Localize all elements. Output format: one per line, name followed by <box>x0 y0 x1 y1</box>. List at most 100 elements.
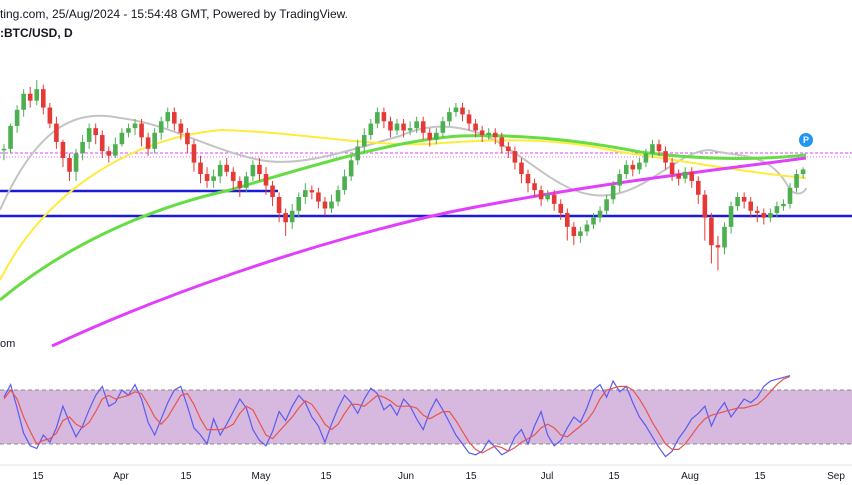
candle-body <box>722 226 727 248</box>
candle-body <box>388 121 393 131</box>
candle-body <box>460 107 465 115</box>
candle-body <box>643 153 649 163</box>
x-tick-label: May <box>252 471 271 482</box>
candle-body <box>322 201 328 209</box>
candle-body <box>682 171 688 179</box>
candle-body <box>525 174 531 184</box>
candle-body <box>178 123 184 133</box>
candle-body <box>283 213 288 223</box>
candle-body <box>211 176 216 181</box>
candle-body <box>748 201 753 211</box>
price-pane <box>0 80 852 348</box>
x-tick-label: Jul <box>541 471 554 482</box>
candle-body <box>217 164 223 177</box>
candle-body <box>335 190 341 202</box>
candle-body <box>237 180 243 188</box>
candle-body <box>126 128 131 133</box>
candle-body <box>715 245 721 248</box>
watermark-fragment: om <box>0 338 16 350</box>
candle-body <box>761 213 767 218</box>
candle-body <box>73 153 79 172</box>
x-tick-label: 15 <box>465 471 477 482</box>
candle-body <box>781 203 786 207</box>
candle-body <box>407 128 413 131</box>
candle-body <box>8 125 13 149</box>
candle-body <box>368 123 374 136</box>
candle-body <box>800 169 806 175</box>
candle-body <box>506 146 511 152</box>
candle-body <box>656 144 662 152</box>
oscillator-line-k <box>3 375 791 458</box>
candle-body <box>735 197 740 207</box>
candle-body <box>610 185 616 200</box>
candle-body <box>591 217 596 225</box>
candle-body <box>519 162 524 175</box>
x-tick-label: 15 <box>608 471 620 482</box>
candle-body <box>342 176 347 191</box>
candle-body <box>728 206 734 227</box>
x-tick-label: 15 <box>32 471 44 482</box>
candle-body <box>689 171 695 181</box>
candle-body <box>47 107 53 124</box>
candle-body <box>14 109 20 126</box>
x-tick-label: Apr <box>113 471 129 482</box>
candle-body <box>54 123 59 142</box>
candle-body <box>696 180 701 195</box>
candle-body <box>578 231 583 236</box>
candle-body <box>257 164 262 175</box>
candle-body <box>303 190 308 197</box>
candle-body <box>329 201 334 209</box>
candle-body <box>348 160 354 177</box>
x-tick-label: Aug <box>681 471 699 482</box>
x-tick-label: 15 <box>180 471 192 482</box>
candle-body <box>316 192 321 202</box>
candle-body <box>93 128 98 136</box>
candle-body <box>191 144 197 163</box>
candle-body <box>244 176 249 188</box>
candle-body <box>532 183 537 191</box>
candle-body <box>375 112 380 124</box>
candle-body <box>1 148 7 151</box>
candle-body <box>473 123 478 131</box>
candle-body <box>650 144 655 154</box>
candle-body <box>361 135 367 147</box>
x-axis: 15 Apr 15 May 15 Jun 15 Jul 15 Aug 15 Sep <box>0 464 852 482</box>
candle-body <box>414 121 419 129</box>
candle-body <box>80 141 85 154</box>
candle-body <box>558 203 564 214</box>
candle-body <box>538 190 544 200</box>
candle-body <box>623 164 629 175</box>
candle-body <box>754 210 760 214</box>
candle-body <box>565 213 570 227</box>
candle-body <box>394 123 400 131</box>
candle-body <box>787 187 793 204</box>
candle-body <box>224 164 229 172</box>
candle-body <box>67 158 72 172</box>
candle-body <box>486 132 491 136</box>
candle-body <box>34 89 40 101</box>
candle-body <box>119 132 125 145</box>
candle-body <box>434 132 439 140</box>
moving-average-magenta <box>51 156 807 348</box>
x-tick-label: 15 <box>320 471 332 482</box>
candle-body <box>630 164 636 170</box>
candle-body <box>172 112 177 124</box>
candle-body <box>794 174 799 188</box>
candle-body <box>551 194 557 204</box>
candle-body <box>152 132 157 149</box>
candle-body <box>106 151 112 156</box>
candle-body <box>198 162 203 175</box>
event-marker-icon[interactable]: P <box>799 133 813 147</box>
candle-body <box>617 174 622 186</box>
candle-body <box>86 128 92 142</box>
candle-body <box>276 197 282 214</box>
candle-body <box>663 151 668 163</box>
candle-body <box>420 121 426 133</box>
oscillator-pane <box>0 375 852 458</box>
candle-body <box>669 162 675 175</box>
moving-average-gray <box>0 114 807 211</box>
candle-body <box>27 93 33 101</box>
candle-body <box>499 137 505 147</box>
chart-symbol-title: :BTC/USD, D <box>0 26 73 40</box>
